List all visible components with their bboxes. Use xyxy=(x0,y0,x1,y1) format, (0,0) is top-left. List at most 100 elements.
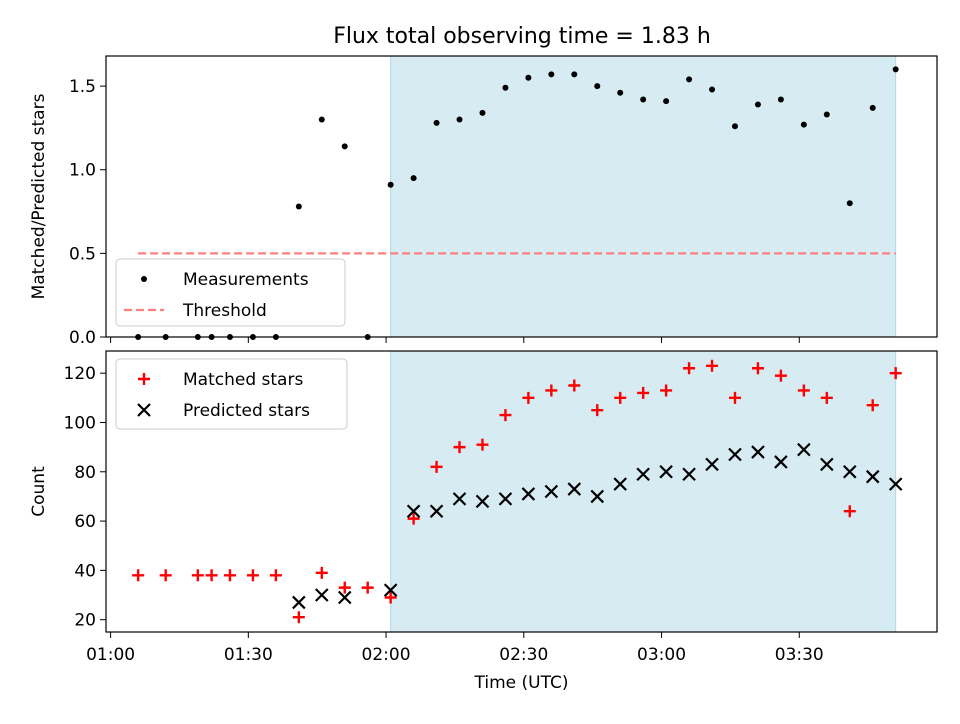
chart-title: Flux total observing time = 1.83 h xyxy=(333,24,711,49)
predicted-star-point xyxy=(292,595,306,610)
y-tick-label: 120 xyxy=(64,364,96,384)
matched-star-point xyxy=(269,569,282,582)
x-tick-label: 01:00 xyxy=(86,645,135,665)
measurement-point xyxy=(892,66,899,73)
matched-star-point xyxy=(361,581,374,594)
matched-star-point xyxy=(797,384,810,397)
predicted-star-point xyxy=(383,583,398,597)
y-tick-label: 60 xyxy=(74,512,96,532)
measurement-point xyxy=(686,76,693,83)
matched-star-point xyxy=(338,581,351,594)
measurement-point xyxy=(731,123,738,130)
axes-frame xyxy=(105,55,938,338)
count-panel: 20 40 60 80 100 120 01:00 01:30 02:00 02:30 03:00 0… xyxy=(29,350,938,693)
predicted-star-point xyxy=(567,482,582,496)
measurement-point xyxy=(594,83,601,90)
predicted-star-point xyxy=(774,455,788,469)
shaded-interval xyxy=(390,55,897,338)
y-tick-label: 80 xyxy=(74,463,96,483)
legend-label: Measurements xyxy=(183,270,309,290)
legend-label: Predicted stars xyxy=(183,401,310,421)
predicted-star-point xyxy=(842,465,857,479)
predicted-star-point xyxy=(337,590,352,605)
matched-star-point xyxy=(132,569,145,582)
measurement-point xyxy=(387,181,394,188)
measurement-point xyxy=(410,175,417,182)
predicted-star-point xyxy=(659,465,673,479)
legend-box xyxy=(115,258,346,327)
measurement-point xyxy=(640,96,647,103)
matched-star-point xyxy=(637,386,650,399)
y-axis-label: Count xyxy=(29,466,49,517)
measurement-point xyxy=(318,116,325,123)
predicted-star-point xyxy=(728,447,742,462)
matched-star-point xyxy=(246,569,259,582)
matched-star-point xyxy=(545,384,558,397)
measurement-point xyxy=(295,203,302,210)
predicted-star-point xyxy=(682,467,696,482)
x-axis-label: Time (UTC) xyxy=(474,673,569,693)
measurement-point xyxy=(663,98,670,105)
matched-star-point xyxy=(384,591,397,604)
axes-frame xyxy=(105,350,938,633)
measurement-point xyxy=(709,86,716,93)
matched-star-point xyxy=(568,379,581,392)
predicted-star-point xyxy=(475,494,490,509)
x-tick-label: 03:00 xyxy=(637,645,686,665)
matched-star-point xyxy=(820,391,833,404)
predicted-star-point xyxy=(613,477,627,491)
matched-star-point xyxy=(591,404,604,417)
measurement-point xyxy=(823,111,830,118)
matched-star-point xyxy=(159,569,172,582)
measurement-point xyxy=(754,101,761,108)
predicted-star-point xyxy=(498,492,513,506)
matched-star-point xyxy=(476,438,489,451)
predicted-star-point xyxy=(705,457,719,472)
predicted-star-point xyxy=(865,469,880,484)
x-tick-label: 02:00 xyxy=(362,645,411,665)
matched-star-point xyxy=(499,409,512,422)
measurement-point xyxy=(846,200,853,207)
matched-star-point xyxy=(889,367,902,380)
matched-star-point xyxy=(728,391,741,404)
predicted-star-point xyxy=(636,467,650,482)
x-tick-label: 03:30 xyxy=(775,645,824,665)
predicted-star-point xyxy=(751,445,765,459)
measurement-point xyxy=(571,71,578,78)
predicted-star-point xyxy=(820,457,834,472)
y-tick-label: 0.0 xyxy=(69,328,96,348)
matched-star-point xyxy=(205,569,218,582)
legend-label: Matched stars xyxy=(183,370,303,390)
predicted-star-point xyxy=(429,504,444,518)
matched-star-point xyxy=(706,359,719,372)
y-tick-label: 1.5 xyxy=(69,77,96,97)
measurement-point xyxy=(869,104,876,111)
measurement-point xyxy=(456,116,463,123)
matched-star-point xyxy=(430,460,443,473)
predicted-star-point xyxy=(888,477,903,491)
predicted-star-point xyxy=(452,492,467,506)
matched-star-point xyxy=(774,369,787,382)
matched-star-point xyxy=(191,569,204,582)
matched-star-point xyxy=(614,391,627,404)
matched-star-point xyxy=(315,566,328,579)
predicted-star-point xyxy=(406,504,421,518)
predicted-star-point xyxy=(590,489,605,504)
measurement-point xyxy=(433,119,440,126)
matched-star-point xyxy=(683,362,696,375)
y-axis-label: Matched/Predicted stars xyxy=(29,93,49,299)
measurement-point xyxy=(777,96,784,103)
matched-star-point xyxy=(843,505,856,518)
measurement-point xyxy=(525,74,532,81)
matched-star-point xyxy=(660,384,673,397)
y-tick-label: 100 xyxy=(64,413,96,433)
matched-star-point xyxy=(453,441,466,454)
measurement-point xyxy=(548,71,555,78)
measurement-point xyxy=(479,109,486,116)
y-tick-label: 20 xyxy=(74,611,96,631)
y-tick-label: 1.0 xyxy=(69,161,96,181)
matched-star-point xyxy=(866,399,879,412)
matched-star-point xyxy=(223,569,236,582)
x-tick-label: 01:30 xyxy=(224,645,273,665)
